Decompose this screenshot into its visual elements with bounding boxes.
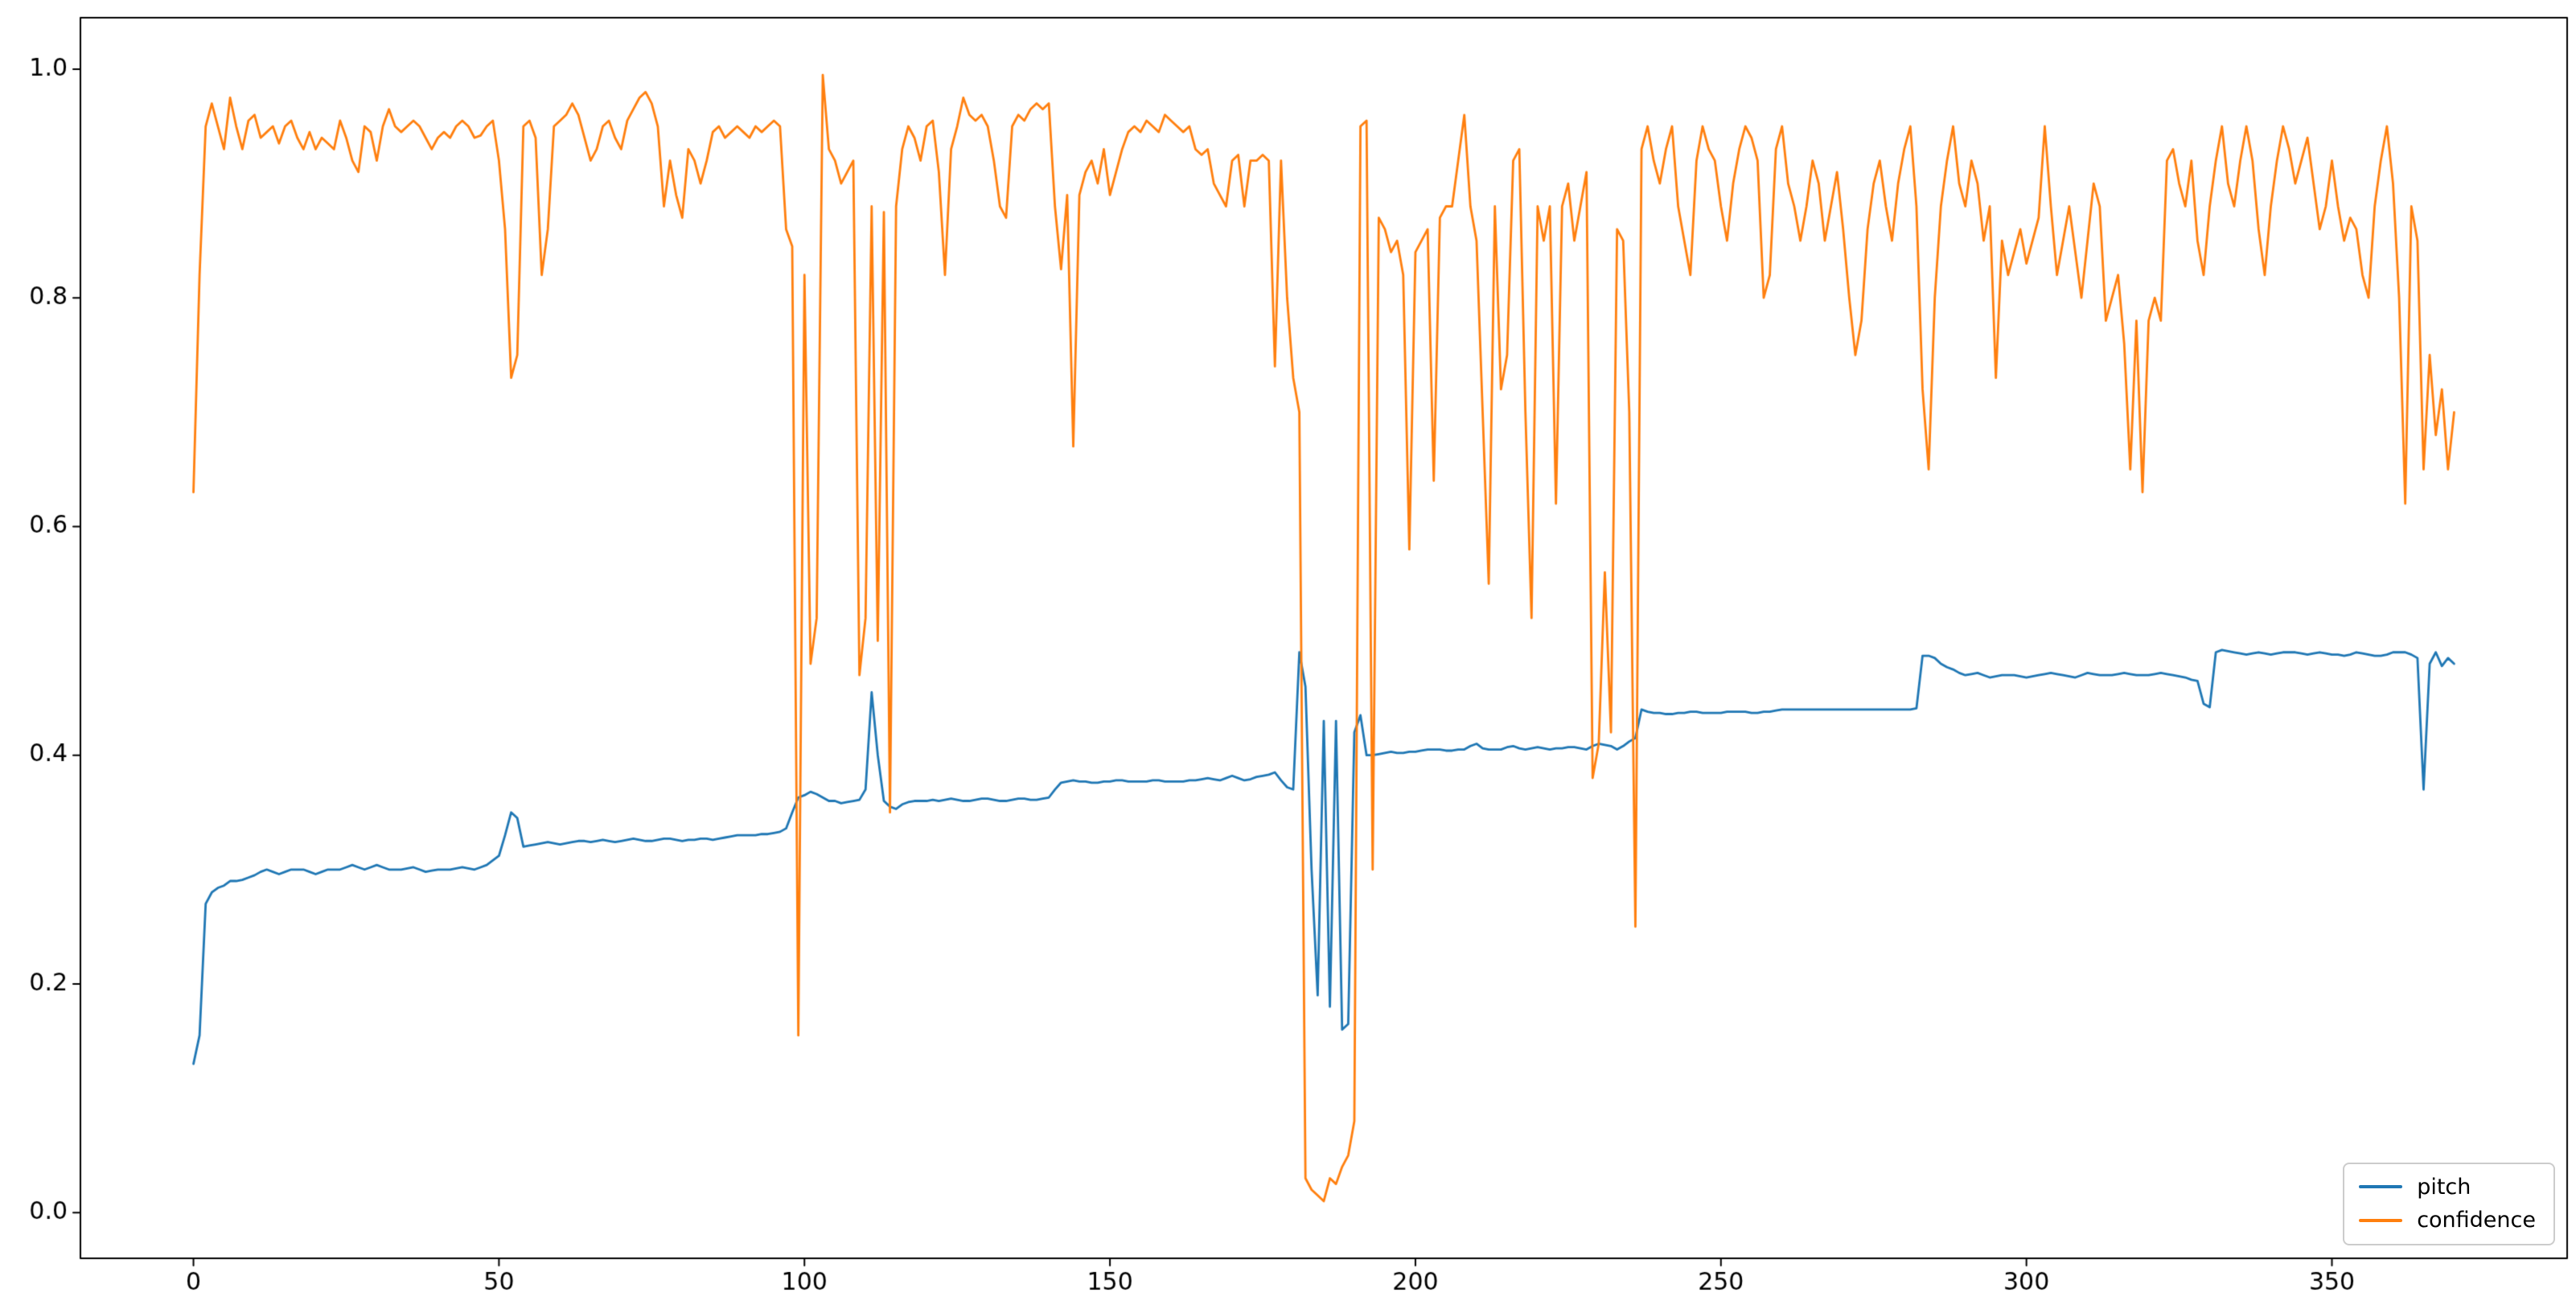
legend-label-confidence: confidence (2417, 1208, 2536, 1233)
legend-label-pitch: pitch (2417, 1174, 2471, 1200)
legend-item-confidence: confidence (2359, 1208, 2536, 1233)
confidence-line-swatch (2359, 1219, 2403, 1223)
legend-item-pitch: pitch (2359, 1175, 2536, 1200)
pitch-line-swatch (2359, 1185, 2403, 1189)
legend: pitch confidence (2343, 1162, 2555, 1245)
